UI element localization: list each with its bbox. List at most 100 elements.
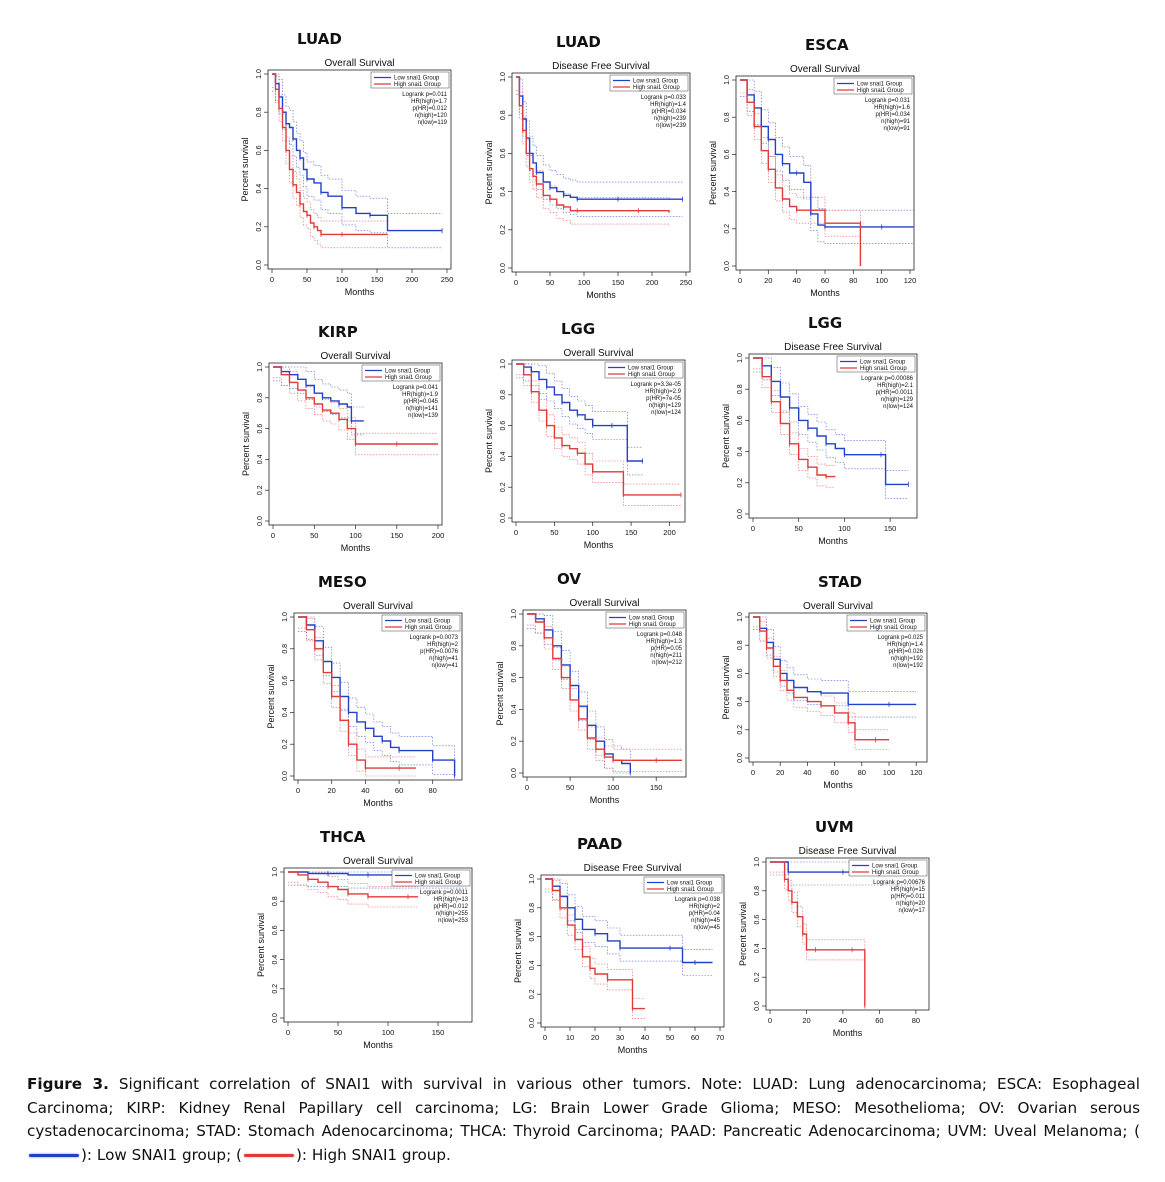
plot-title: Overall Survival bbox=[803, 601, 873, 612]
plot-title: Overall Survival bbox=[320, 351, 390, 362]
low-group-ci bbox=[545, 891, 713, 976]
stats-line: HR(high)=15 bbox=[891, 887, 926, 893]
plot-title: Disease Free Survival bbox=[584, 863, 682, 874]
y-tick-label: 0.4 bbox=[737, 447, 744, 457]
y-axis-label: Percent survival bbox=[721, 655, 731, 719]
y-tick-label: 0.0 bbox=[500, 513, 507, 523]
x-tick-label: 0 bbox=[543, 1033, 547, 1042]
y-tick-label: 0.6 bbox=[282, 676, 289, 686]
x-tick-label: 200 bbox=[406, 275, 419, 284]
x-tick-label: 50 bbox=[546, 278, 554, 287]
x-tick-label: 100 bbox=[586, 528, 599, 537]
low-group-curve bbox=[740, 79, 915, 228]
x-tick-label: 80 bbox=[429, 786, 437, 795]
y-tick-label: 0.0 bbox=[529, 1018, 536, 1028]
stats-line: n(low)=192 bbox=[893, 663, 924, 669]
y-axis-label: Percent survival bbox=[266, 664, 276, 728]
y-axis-label: Percent survival bbox=[484, 409, 494, 473]
y-tick-label: 0.2 bbox=[272, 984, 279, 994]
low-group-ci bbox=[545, 878, 713, 950]
y-tick-label: 0.6 bbox=[500, 421, 507, 431]
stats-line: p(HR)=0.011 bbox=[891, 894, 926, 900]
y-tick-label: 0.2 bbox=[529, 989, 536, 999]
x-axis-label: Months bbox=[363, 1040, 393, 1050]
y-tick-label: 0.0 bbox=[500, 263, 507, 273]
stats-line: HR(high)=2 bbox=[427, 642, 459, 648]
low-group-ci bbox=[272, 73, 443, 214]
stats-line: n(high)=41 bbox=[429, 656, 459, 662]
stats-line: n(low)=91 bbox=[883, 126, 910, 132]
cancer-type-title: LUAD bbox=[297, 30, 342, 48]
y-tick-label: 0.0 bbox=[724, 261, 731, 271]
y-tick-label: 0.4 bbox=[256, 184, 263, 194]
plot-title: Overall Survival bbox=[343, 601, 413, 612]
cancer-type-title: OV bbox=[557, 570, 581, 588]
legend-high-label: High snai1 Group bbox=[405, 625, 452, 631]
legend-low-label: Low snai1 Group bbox=[394, 76, 440, 82]
stats-line: p(HR)=0.0076 bbox=[420, 649, 459, 655]
low-group-ci bbox=[516, 363, 643, 448]
y-tick-label: 0.8 bbox=[257, 393, 264, 403]
legend-low-label: Low snai1 Group bbox=[667, 881, 713, 887]
low-group-ci bbox=[516, 76, 683, 183]
y-tick-label: 1.0 bbox=[724, 75, 731, 85]
high-group-swatch bbox=[242, 1151, 296, 1159]
stats-line: n(high)=91 bbox=[881, 119, 911, 125]
y-tick-label: 0.4 bbox=[724, 187, 731, 197]
stats-line: n(high)=239 bbox=[654, 116, 687, 122]
low-group-ci bbox=[740, 96, 915, 244]
km-chart: Disease Free Survival 0.0 0.2 0.4 0.6 0.8 1.0 0… bbox=[738, 846, 930, 1038]
x-tick-label: 40 bbox=[793, 276, 801, 285]
stats-line: n(low)=41 bbox=[431, 663, 458, 669]
x-tick-label: 40 bbox=[803, 768, 811, 777]
low-group-curve bbox=[298, 616, 456, 776]
x-axis-label: Months bbox=[590, 795, 620, 805]
stats-line: HR(high)=1.4 bbox=[650, 102, 687, 108]
x-tick-label: 200 bbox=[432, 531, 445, 540]
x-tick-label: 60 bbox=[821, 276, 829, 285]
x-tick-label: 70 bbox=[716, 1033, 724, 1042]
high-group-ci bbox=[272, 73, 388, 222]
y-tick-label: 0.6 bbox=[724, 149, 731, 159]
plot-frame bbox=[511, 359, 686, 523]
high-group-ci bbox=[753, 368, 836, 488]
stats-line: n(high)=129 bbox=[881, 397, 914, 403]
y-tick-label: 0.8 bbox=[256, 107, 263, 117]
legend-low-label: Low snai1 Group bbox=[629, 616, 675, 622]
plot-title: Overall Survival bbox=[343, 856, 413, 867]
y-axis-label: Percent survival bbox=[513, 919, 523, 983]
stats-line: n(low)=124 bbox=[651, 410, 682, 416]
plot-title: Overall Survival bbox=[790, 64, 860, 75]
stats-line: p(HR)=0.012 bbox=[412, 106, 447, 112]
x-tick-label: 200 bbox=[646, 278, 659, 287]
x-axis-label: Months bbox=[810, 288, 840, 298]
stats-line: p(HR)=7e-05 bbox=[646, 396, 682, 402]
cancer-type-title: KIRP bbox=[318, 323, 358, 341]
x-axis-label: Months bbox=[833, 1028, 863, 1038]
low-group-curve bbox=[753, 357, 909, 486]
y-tick-label: 0.2 bbox=[724, 224, 731, 234]
stats-line: n(high)=120 bbox=[415, 113, 448, 119]
high-group-ci bbox=[545, 888, 645, 1019]
x-tick-label: 100 bbox=[838, 524, 851, 533]
y-tick-label: 1.0 bbox=[754, 857, 761, 867]
y-tick-label: 0.8 bbox=[737, 640, 744, 650]
stats-line: n(low)=124 bbox=[883, 404, 914, 410]
y-tick-label: 0.4 bbox=[511, 704, 518, 714]
x-tick-label: 30 bbox=[616, 1033, 624, 1042]
y-tick-label: 0.0 bbox=[511, 768, 518, 778]
x-tick-label: 80 bbox=[858, 768, 866, 777]
x-tick-label: 20 bbox=[776, 768, 784, 777]
high-group-ci bbox=[753, 357, 836, 466]
km-chart: Overall Survival 0.0 0.2 0.4 0.6 0.8 1.0 0 20 40 6… bbox=[721, 601, 928, 790]
legend-high-label: High snai1 Group bbox=[415, 880, 462, 886]
y-tick-label: 0.2 bbox=[754, 972, 761, 982]
high-group-curve bbox=[516, 363, 681, 496]
low-group-ci bbox=[770, 874, 925, 886]
legend-high-label: High snai1 Group bbox=[629, 622, 676, 628]
x-axis-label: Months bbox=[818, 536, 848, 546]
y-tick-label: 0.2 bbox=[282, 739, 289, 749]
x-axis-label: Months bbox=[618, 1045, 648, 1055]
km-chart: Overall Survival 0.0 0.2 0.4 0.6 0.8 1.0 0 20 40 6… bbox=[708, 64, 916, 298]
stats-line: n(high)=129 bbox=[649, 403, 682, 409]
